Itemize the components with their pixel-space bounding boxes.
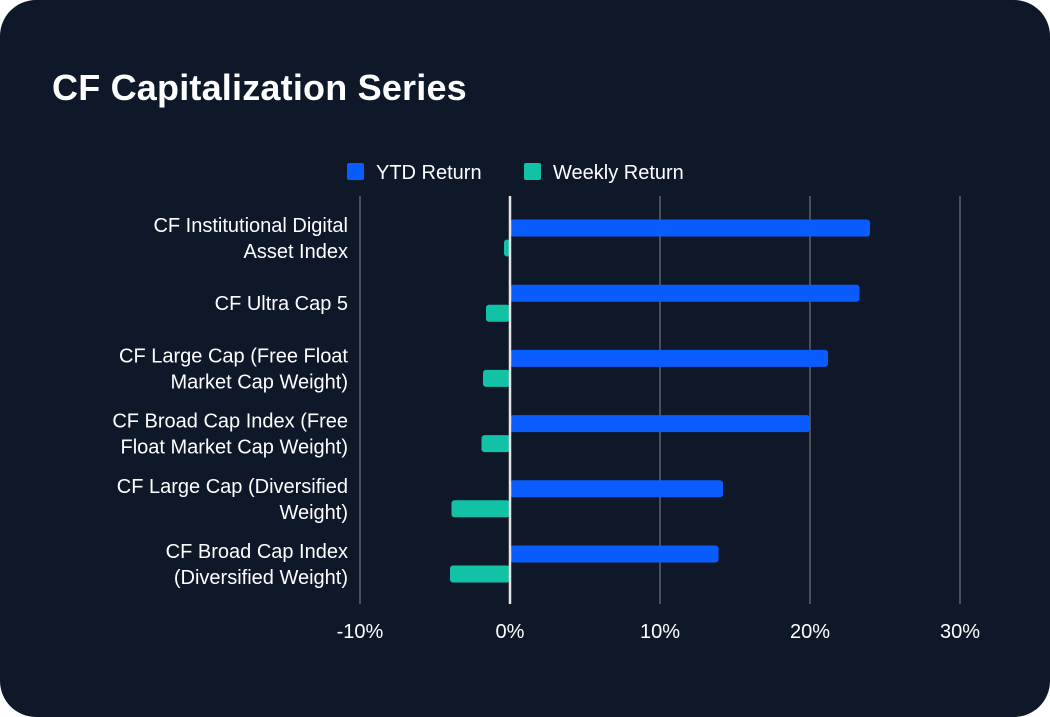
ytd-return-bar [510, 480, 723, 498]
ytd-return-bar [510, 545, 719, 563]
weekly-return-bar [481, 435, 510, 453]
x-tick-label: 10% [640, 621, 680, 643]
ytd-return-bar [510, 284, 860, 302]
bars-layer [450, 219, 870, 583]
x-tick-label: 20% [790, 621, 830, 643]
weekly-return-bar [451, 500, 510, 518]
category-label: CF Broad Cap Index (Diversified Weight) [166, 541, 348, 589]
weekly-return-bar [450, 565, 510, 583]
legend-label: Weekly Return [553, 162, 684, 184]
ytd-return-bar [510, 219, 870, 237]
legend-label: YTD Return [376, 162, 482, 184]
category-label: CF Large Cap (Diversified Weight) [117, 476, 348, 524]
category-label: CF Large Cap (Free Float Market Cap Weigh… [119, 345, 348, 393]
category-label: CF Institutional Digital Asset Index [153, 215, 348, 263]
weekly-return-bar [483, 369, 510, 387]
legend-item-ytd: YTD Return [347, 162, 482, 184]
ytd-return-bar [510, 415, 810, 433]
x-axis-ticks: -10% 0% 10% 20% 30% [337, 621, 981, 643]
weekly-return-bar [504, 239, 510, 257]
category-label: CF Ultra Cap 5 [215, 293, 348, 315]
category-label: CF Broad Cap Index (Free Float Market Cap… [112, 411, 348, 459]
weekly-return-bar [486, 304, 510, 322]
legend-item-weekly: Weekly Return [524, 162, 684, 184]
ytd-return-bar [510, 349, 828, 367]
x-tick-label: -10% [337, 621, 384, 643]
legend-swatch [347, 163, 364, 180]
page-title: CF Capitalization Series [52, 67, 467, 108]
legend: YTD Return Weekly Return [347, 162, 684, 184]
category-labels: CF Institutional Digital Asset Index CF Ul… [112, 215, 348, 589]
x-tick-label: 0% [496, 621, 525, 643]
grid-layer [359, 196, 961, 604]
legend-swatch [524, 163, 541, 180]
x-tick-label: 30% [940, 621, 980, 643]
